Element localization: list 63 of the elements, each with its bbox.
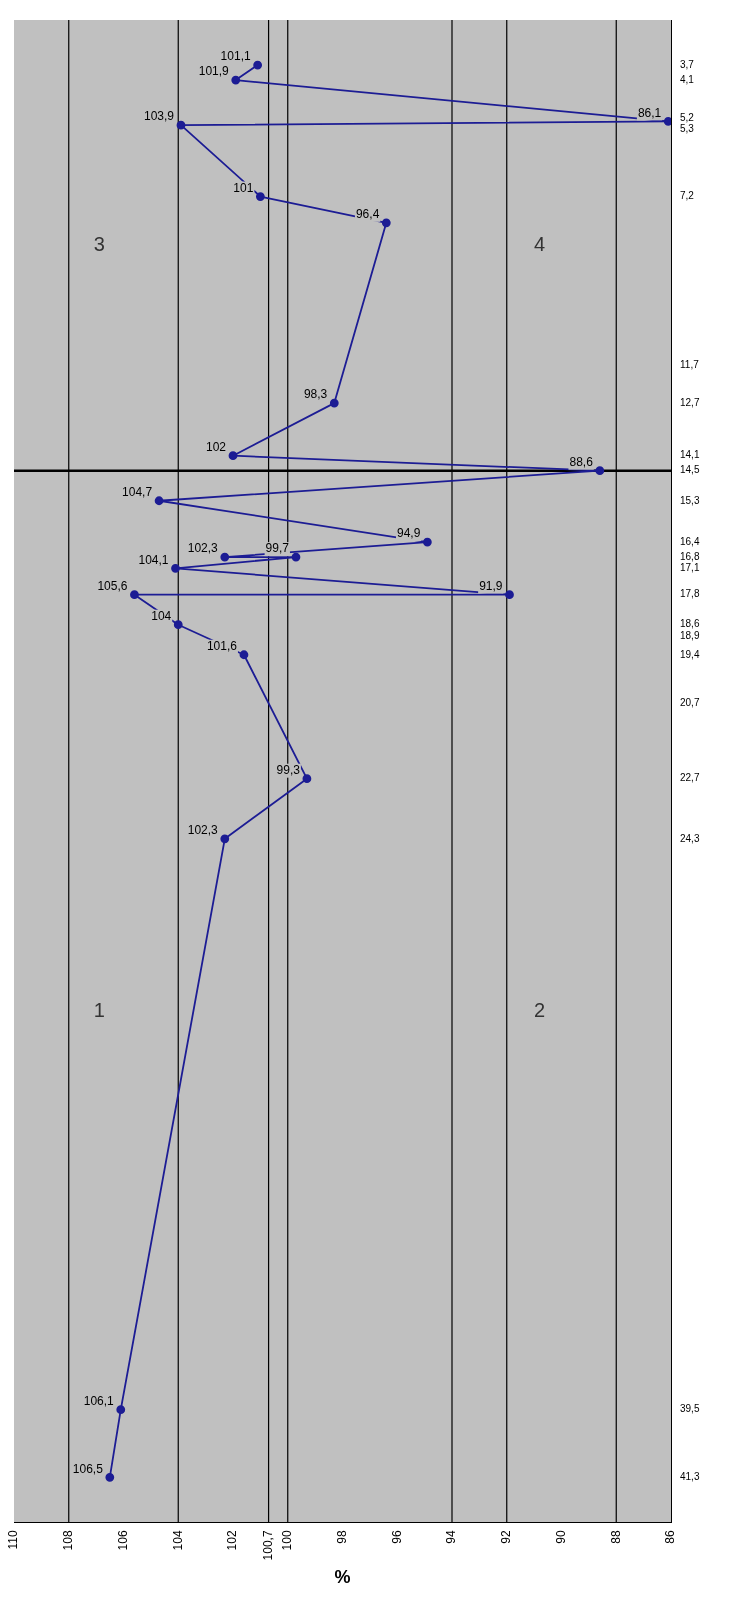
y-tick-label: 3,7 xyxy=(680,58,695,70)
x-tick-label: 90 xyxy=(553,1530,568,1544)
data-label: 94,9 xyxy=(397,526,421,541)
x-tick-label: 94 xyxy=(444,1530,459,1544)
x-tick-label: 100 xyxy=(280,1530,295,1551)
data-label: 102,3 xyxy=(187,823,219,838)
data-label: 101 xyxy=(233,180,254,195)
annotation: 3 xyxy=(93,232,105,255)
x-tick-label: 110 xyxy=(6,1530,21,1550)
y-tick-label: 16,8 xyxy=(680,550,700,562)
data-label: 99,3 xyxy=(276,763,301,778)
y-tick-label: 14,1 xyxy=(680,449,700,461)
x-tick-label: 98 xyxy=(334,1530,349,1544)
x-tick-label: 96 xyxy=(389,1530,404,1544)
data-label: 105,6 xyxy=(97,578,128,593)
y-tick-label: 18,9 xyxy=(680,629,700,641)
y-tick-label: 4,1 xyxy=(680,73,695,85)
annotation: 2 xyxy=(534,999,546,1022)
y-tick-label: 22,7 xyxy=(680,772,700,784)
data-label: 101,6 xyxy=(206,639,238,654)
y-tick-label: 5,3 xyxy=(680,122,695,134)
y-tick-label: 12,7 xyxy=(680,396,700,408)
x-tick-label: 88 xyxy=(608,1530,623,1544)
y-tick-label: 11,7 xyxy=(680,359,700,371)
x-tick-label: 104 xyxy=(170,1530,185,1551)
data-label: 103,9 xyxy=(143,109,175,124)
data-label: 98,3 xyxy=(303,387,328,402)
annotation: 4 xyxy=(534,232,546,255)
y-tick-label: 5,2 xyxy=(680,111,695,123)
y-tick-label: 18,6 xyxy=(680,618,700,630)
data-label: 86,1 xyxy=(637,105,662,120)
y-tick-label: 20,7 xyxy=(680,697,700,709)
data-label: 102,3 xyxy=(187,541,219,556)
x-tick-label: 106 xyxy=(115,1530,130,1551)
y-tick-label: 17,1 xyxy=(680,562,700,574)
y-tick-label: 7,2 xyxy=(680,190,695,202)
x-tick-label: 86 xyxy=(663,1530,678,1544)
x-tick-label: 108 xyxy=(61,1530,76,1551)
x-axis-title: % xyxy=(334,1567,351,1588)
data-label: 91,9 xyxy=(479,578,503,593)
x-tick-label: 100,7 xyxy=(260,1530,275,1561)
y-tick-label: 39,5 xyxy=(680,1403,700,1415)
y-tick-label: 41,3 xyxy=(680,1471,700,1483)
data-label: 104,1 xyxy=(138,552,169,567)
y-tick-label: 14,5 xyxy=(680,464,700,476)
x-tick-label: 92 xyxy=(499,1530,514,1544)
annotation: 1 xyxy=(93,999,105,1022)
data-label: 106,1 xyxy=(83,1394,115,1409)
y-tick-label: 24,3 xyxy=(680,832,700,844)
data-label: 101,1 xyxy=(220,49,251,64)
data-label: 96,4 xyxy=(355,207,380,222)
y-tick-label: 16,4 xyxy=(680,535,700,547)
x-tick-label: 102 xyxy=(225,1530,240,1551)
y-tick-label: 19,4 xyxy=(680,648,700,660)
data-label: 99,7 xyxy=(265,541,290,556)
data-label: 102 xyxy=(205,440,227,454)
y-tick-label: 15,3 xyxy=(680,494,700,506)
data-label: 104,7 xyxy=(122,485,153,500)
y-tick-label: 17,8 xyxy=(680,588,700,600)
data-label: 104 xyxy=(151,609,172,624)
data-label: 88,6 xyxy=(569,455,594,470)
data-label: 101,9 xyxy=(198,64,230,79)
data-label: 106,5 xyxy=(72,1461,104,1476)
